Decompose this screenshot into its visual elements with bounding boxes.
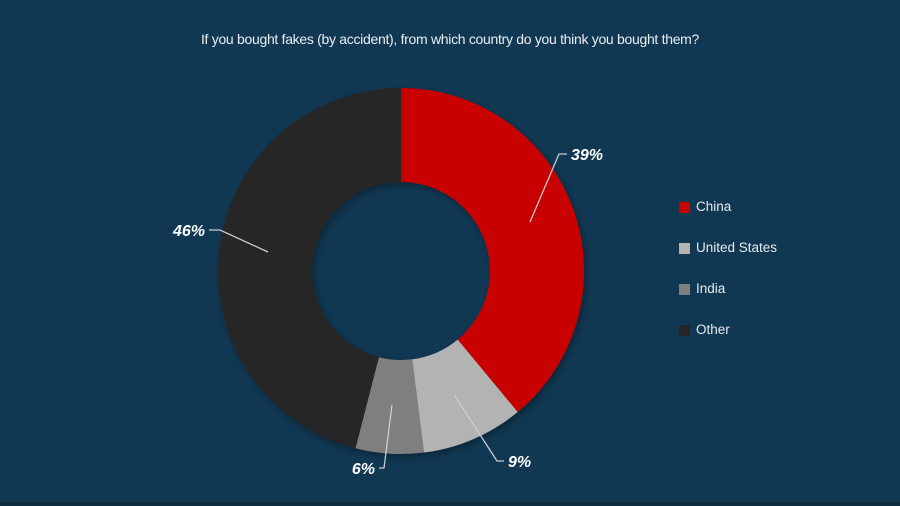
- donut-slices: [218, 88, 584, 455]
- legend-label-united-states: United States: [696, 240, 778, 255]
- leader-line-china: [529, 153, 567, 223]
- slide-bottom-edge: [0, 502, 900, 506]
- legend-label-other: Other: [696, 322, 730, 337]
- legend-item-united-states: United States: [679, 241, 777, 255]
- legend-swatch-china: [679, 201, 690, 213]
- data-label-other: 46%: [172, 223, 205, 240]
- data-label-united-states: 9%: [508, 454, 531, 471]
- slice-other: [218, 88, 401, 449]
- leader-line-india: [379, 404, 393, 469]
- legend-swatch-india: [679, 283, 690, 295]
- legend-swatch-other: [679, 324, 690, 336]
- chart-legend: China United States India Other: [679, 200, 777, 364]
- legend-swatch-united-states: [679, 242, 690, 254]
- data-label-china: 39%: [571, 147, 603, 164]
- leader-line-other: [209, 229, 269, 253]
- legend-label-china: China: [696, 199, 732, 214]
- legend-item-india: India: [679, 282, 777, 296]
- legend-label-india: India: [696, 281, 726, 296]
- slice-united-states: [412, 339, 518, 453]
- data-label-india: 6%: [352, 461, 375, 478]
- legend-item-other: Other: [679, 323, 777, 337]
- legend-item-china: China: [679, 200, 777, 214]
- leader-line-united-states: [454, 395, 504, 462]
- slice-india: [355, 357, 424, 455]
- slice-china: [401, 88, 584, 412]
- chart-title: If you bought fakes (by accident), from …: [200, 31, 700, 47]
